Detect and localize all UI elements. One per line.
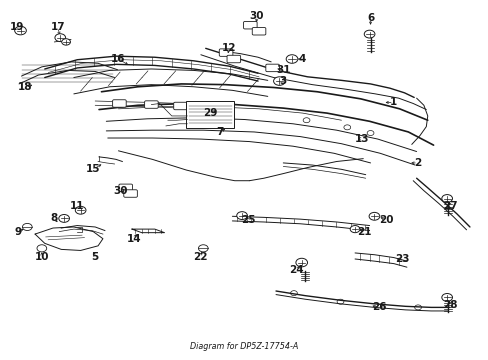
Text: 10: 10 xyxy=(35,252,49,261)
Text: 1: 1 xyxy=(389,98,397,107)
Text: 7: 7 xyxy=(216,127,224,137)
FancyBboxPatch shape xyxy=(144,101,158,108)
Circle shape xyxy=(59,215,69,222)
Text: 30: 30 xyxy=(249,11,264,21)
Text: 18: 18 xyxy=(18,82,33,93)
Text: 29: 29 xyxy=(203,108,217,118)
Text: 14: 14 xyxy=(126,234,141,244)
FancyBboxPatch shape xyxy=(195,103,208,111)
Text: Diagram for DP5Z-17754-A: Diagram for DP5Z-17754-A xyxy=(190,342,298,351)
FancyBboxPatch shape xyxy=(173,102,187,110)
FancyBboxPatch shape xyxy=(243,22,257,29)
Text: 26: 26 xyxy=(371,302,386,312)
Text: 5: 5 xyxy=(91,252,99,261)
Circle shape xyxy=(368,212,379,220)
FancyBboxPatch shape xyxy=(252,27,265,35)
Text: 19: 19 xyxy=(9,22,24,32)
Text: 12: 12 xyxy=(221,43,236,53)
Circle shape xyxy=(441,195,451,202)
Text: 22: 22 xyxy=(192,252,207,261)
Text: 8: 8 xyxy=(51,213,58,224)
FancyBboxPatch shape xyxy=(265,64,279,72)
Circle shape xyxy=(295,258,307,267)
Text: 2: 2 xyxy=(414,158,421,168)
Text: 24: 24 xyxy=(289,265,304,275)
Text: 6: 6 xyxy=(366,13,373,23)
Text: 25: 25 xyxy=(241,215,255,225)
Text: 21: 21 xyxy=(357,226,371,237)
FancyBboxPatch shape xyxy=(226,55,240,63)
Text: 3: 3 xyxy=(279,76,286,86)
FancyBboxPatch shape xyxy=(186,101,234,128)
Circle shape xyxy=(15,26,26,35)
Text: 30: 30 xyxy=(113,186,128,197)
Text: 13: 13 xyxy=(354,134,368,144)
Text: 4: 4 xyxy=(297,54,305,64)
Circle shape xyxy=(61,39,70,45)
Circle shape xyxy=(75,206,86,214)
Circle shape xyxy=(349,226,359,233)
Circle shape xyxy=(273,77,285,85)
Text: 15: 15 xyxy=(86,164,100,174)
Circle shape xyxy=(441,293,451,301)
Text: 20: 20 xyxy=(378,215,392,225)
Text: 11: 11 xyxy=(70,201,84,211)
Circle shape xyxy=(236,212,247,220)
Text: 23: 23 xyxy=(394,254,408,264)
FancyBboxPatch shape xyxy=(123,190,137,197)
Text: 9: 9 xyxy=(14,226,21,237)
Text: 27: 27 xyxy=(442,201,457,211)
Circle shape xyxy=(364,30,374,38)
Text: 31: 31 xyxy=(275,66,290,75)
Text: 16: 16 xyxy=(111,54,125,64)
Circle shape xyxy=(285,55,297,63)
FancyBboxPatch shape xyxy=(219,49,232,57)
Circle shape xyxy=(55,34,65,42)
Text: 28: 28 xyxy=(443,300,457,310)
FancyBboxPatch shape xyxy=(119,184,132,192)
Text: 17: 17 xyxy=(50,22,65,32)
FancyBboxPatch shape xyxy=(112,100,126,107)
